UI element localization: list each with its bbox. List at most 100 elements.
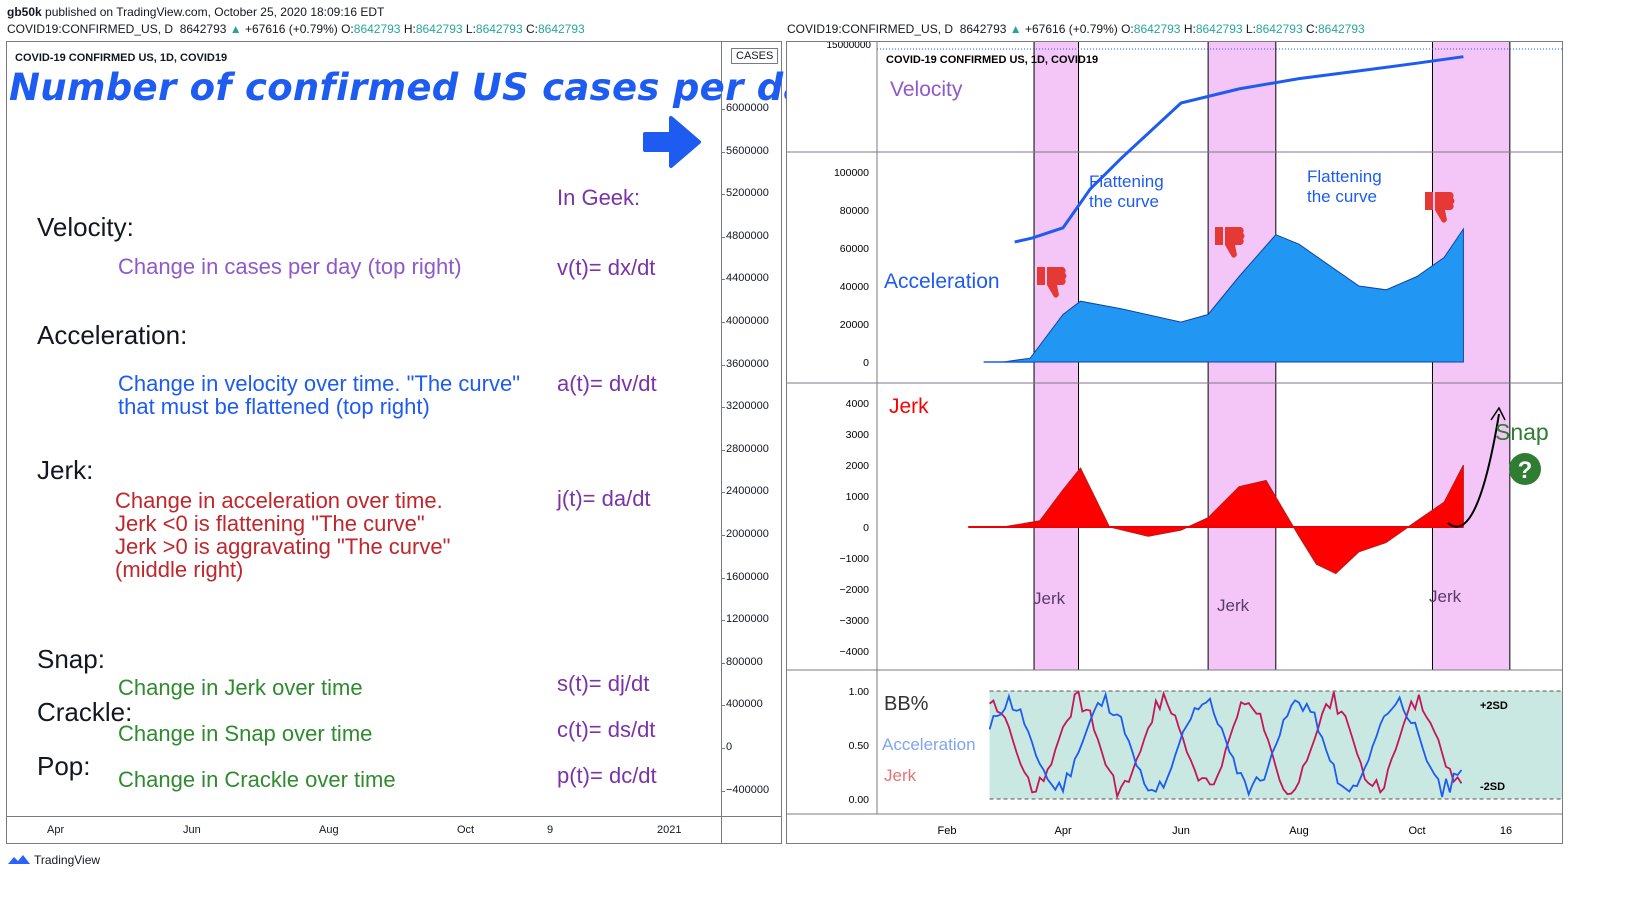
open-label: O: [1121, 22, 1134, 36]
y-tick-label: 0 [726, 741, 733, 753]
flattening-label: Flattening [1089, 172, 1164, 191]
y-tick-label: 5600000 [726, 144, 769, 157]
price-change: +67616 (+0.79%) [245, 22, 338, 36]
y-tick-label: 0 [863, 357, 869, 369]
pop-description: Change in Crackle over time [118, 767, 396, 792]
author-name[interactable]: gb50k [7, 5, 42, 19]
x-tick-label: 2021 [657, 824, 682, 836]
acceleration-description-1: Change in velocity over time. "The curve… [118, 371, 521, 396]
y-tick-label: 4400000 [726, 272, 769, 285]
snap-arrow-curve [1447, 413, 1500, 528]
snap-description: Change in Jerk over time [118, 675, 363, 700]
y-tick-label: 4000 [846, 398, 870, 410]
x-tick-label: Aug [319, 824, 339, 836]
jerk-area [968, 464, 1464, 575]
y-tick-label: 800000 [726, 655, 763, 668]
velocity-formula: v(t)= dx/dt [557, 255, 656, 280]
right-chart-panel[interactable]: 15000000 COVID-19 CONFIRMED US, 1D, COVID… [786, 41, 1563, 844]
cases-badge[interactable]: CASES [731, 48, 779, 64]
y-tick-label: 2000000 [726, 528, 769, 540]
y-tick-label: 0.00 [849, 794, 870, 806]
x-tick-label: Jun [183, 824, 201, 836]
right-chart-svg[interactable]: 15000000 COVID-19 CONFIRMED US, 1D, COVID… [787, 42, 1562, 843]
y-tick-label: 0 [863, 522, 869, 534]
thumbs-down-icon [1425, 192, 1455, 223]
velocity-line [1014, 55, 1464, 244]
bb-acceleration-label: Acceleration [882, 735, 976, 754]
y-tick-mark [721, 492, 725, 494]
time-scale-divider [7, 816, 781, 817]
jerk-band-label: Jerk [1033, 589, 1066, 608]
acceleration-area [983, 227, 1464, 363]
price-scale-divider [721, 42, 722, 843]
jerk-band-label: Jerk [1217, 596, 1250, 615]
y-tick-mark [721, 109, 725, 110]
thumbs-down-icon [1037, 267, 1067, 298]
bb-acceleration-line [988, 691, 1463, 798]
right-arrow-icon [643, 116, 701, 168]
chart-title: COVID-19 CONFIRMED US, 1D, COVID19 [886, 54, 1098, 66]
y-tick-label: 0.50 [849, 740, 870, 752]
acceleration-heading: Acceleration: [37, 320, 188, 350]
close-value: 8642793 [1317, 22, 1365, 36]
footer-brand[interactable]: TradingView [7, 853, 100, 867]
left-chart-panel[interactable]: COVID-19 CONFIRMED US, 1D, COVID19 CASES… [6, 41, 832, 844]
flattening-label: the curve [1089, 192, 1159, 211]
pop-formula: p(t)= dc/dt [557, 763, 657, 788]
velocity-label: Velocity [890, 78, 963, 101]
bb-jerk-line [989, 690, 1463, 800]
y-tick-mark [721, 236, 725, 238]
in-geek-label: In Geek: [557, 185, 641, 210]
y-tick-mark [721, 577, 725, 579]
y-tick-mark [721, 151, 725, 153]
y-tick-mark [721, 364, 725, 366]
y-tick-label: −400000 [726, 783, 770, 796]
high-value: 8642793 [1195, 22, 1243, 36]
y-tick-mark [721, 748, 725, 749]
y-tick-mark [721, 449, 725, 451]
y-tick-label: 40000 [840, 281, 869, 293]
y-tick-label: 3200000 [726, 400, 769, 413]
y-tick-label: 2000 [846, 460, 870, 472]
y-tick-label: −3000 [840, 615, 870, 627]
y-tick-label: 3600000 [726, 357, 769, 370]
y-tick-label: 5200000 [726, 187, 769, 200]
symbol-name: COVID19:CONFIRMED_US, D [787, 22, 954, 36]
y-tick-label: −1000 [840, 553, 870, 565]
y-tick-label: 100000 [834, 167, 869, 179]
y-tick-label: 60000 [840, 243, 869, 255]
y-tick-mark [721, 620, 725, 622]
jerk-heading: Jerk: [37, 455, 94, 485]
y-tick-label: 4800000 [726, 229, 769, 242]
y-tick-mark [721, 194, 725, 196]
snap-formula: s(t)= dj/dt [557, 671, 650, 696]
low-value: 8642793 [1255, 22, 1303, 36]
symbol-name: COVID19:CONFIRMED_US, D [7, 22, 174, 36]
y-tick-mark [721, 407, 725, 409]
y-tick-mark [721, 279, 725, 281]
y-tick-label: 1.00 [849, 686, 870, 698]
close-label: C: [1305, 22, 1318, 36]
y-tick-label: 1200000 [726, 613, 769, 626]
open-value: 8642793 [1133, 22, 1181, 36]
right-symbol-line: COVID19:CONFIRMED_US, D 8642793 ▲ +67616… [787, 22, 1365, 36]
acceleration-label: Acceleration [884, 270, 1000, 293]
x-tick-label: Oct [1408, 825, 1425, 837]
tradingview-logo-icon [8, 855, 30, 864]
y-tick-label: 80000 [840, 205, 869, 217]
close-label: C: [525, 22, 538, 36]
y-tick-label: 15000000 [827, 42, 872, 51]
x-tick-label: Jun [1172, 825, 1190, 837]
y-tick-label: 3000 [846, 429, 870, 441]
y-tick-label: −2000 [840, 584, 870, 596]
help-circle-icon [1509, 453, 1541, 485]
y-tick-label: −4000 [840, 646, 870, 658]
low-label: L: [465, 22, 476, 36]
y-tick-label: 1600000 [726, 570, 769, 583]
jerk-label: Jerk [889, 395, 929, 418]
jerk-description-2: Jerk <0 is flattening "The curve" [115, 511, 425, 536]
snap-question-mark: ? [1518, 457, 1533, 484]
crackle-heading: Crackle: [37, 697, 133, 727]
crackle-formula: c(t)= ds/dt [557, 717, 656, 742]
close-value: 8642793 [537, 22, 585, 36]
